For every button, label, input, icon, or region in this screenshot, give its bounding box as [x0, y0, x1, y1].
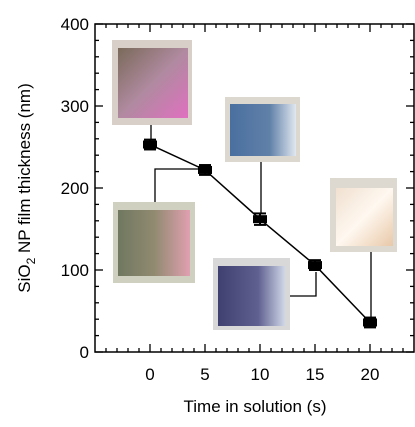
x-tick-label: 20: [361, 365, 380, 384]
marker: [308, 261, 322, 269]
y-tick-label: 200: [61, 179, 89, 198]
x-tick-label: 5: [200, 365, 209, 384]
chart: 051015200100200300400 Time in solution (…: [0, 0, 415, 422]
y-tick-label: 0: [80, 343, 89, 362]
photo: [336, 188, 393, 246]
marker: [143, 141, 157, 149]
x-tick-label: 0: [145, 365, 154, 384]
photo: [118, 210, 190, 276]
y-tick-label: 400: [61, 15, 89, 34]
marker: [198, 166, 212, 174]
x-axis-label: Time in solution (s): [184, 397, 327, 416]
y-tick-label: 100: [61, 261, 89, 280]
y-tick-label: 300: [61, 97, 89, 116]
photo: [230, 104, 296, 156]
y-axis-label-part: SiO: [15, 264, 34, 292]
marker: [253, 215, 267, 223]
marker: [363, 318, 377, 326]
connector: [155, 169, 200, 202]
photo: [118, 48, 188, 118]
x-tick-label: 10: [251, 365, 270, 384]
y-axis-label: SiO2 NP film thickness (nm): [15, 83, 38, 292]
photo: [218, 266, 285, 326]
y-axis-label-part: NP film thickness (nm): [15, 83, 34, 257]
x-tick-label: 15: [306, 365, 325, 384]
connector: [290, 272, 316, 296]
